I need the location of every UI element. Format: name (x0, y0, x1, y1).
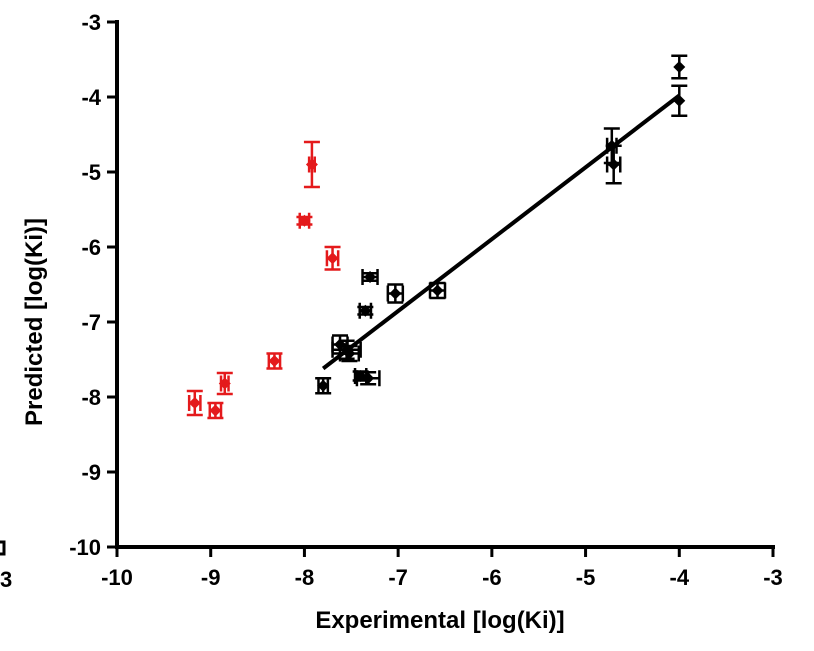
data-point (296, 212, 313, 229)
y-tick-label: -7 (81, 310, 101, 335)
diamond-marker (359, 304, 372, 317)
data-point (207, 401, 224, 420)
data-point (315, 377, 332, 395)
y-tick-label: -4 (81, 85, 101, 110)
data-point (605, 144, 622, 185)
diamond-marker (218, 377, 231, 390)
x-tick-label: -5 (576, 565, 596, 590)
diamond-marker (431, 284, 444, 297)
diamond-marker (188, 397, 201, 409)
diamond-marker (268, 355, 281, 367)
clipped-edge-text: 3 (0, 567, 12, 592)
y-tick-label: -3 (81, 10, 101, 35)
regression-line (321, 93, 681, 371)
data-point (216, 371, 233, 396)
y-tick-label: -8 (81, 385, 101, 410)
diamond-marker (607, 158, 620, 171)
diamond-marker (298, 214, 311, 227)
diamond-marker (326, 252, 339, 265)
tick-labels: -10 -9 -8 -7 -6 -5 -4 -3 -10 -9 -8 -7 -6 -5 -4 -3 (69, 10, 783, 590)
diamond-marker (209, 404, 222, 417)
x-axis-label: Experimental [log(Ki)] (315, 607, 564, 634)
diamond-marker (364, 271, 377, 283)
diamond-marker (673, 61, 686, 73)
data-point (386, 283, 405, 304)
series-2 (186, 140, 341, 420)
y-tick-label: -10 (69, 535, 101, 560)
data-points (186, 54, 688, 420)
x-tick-label: -6 (482, 565, 502, 590)
data-point (186, 389, 203, 417)
data-point (361, 269, 379, 285)
clipped-edge-mark: 3 (0, 540, 12, 592)
x-tick-label: -8 (295, 565, 315, 590)
y-axis-label: Predicted [log(Ki)] (21, 218, 48, 426)
tick-marks (107, 20, 775, 557)
data-point (671, 54, 688, 80)
y-tick-label: -5 (81, 160, 101, 185)
data-point (671, 84, 688, 117)
regression-line-group (321, 93, 681, 371)
axes (115, 20, 775, 549)
data-point (303, 140, 320, 189)
diamond-marker (343, 347, 356, 360)
x-tick-label: -3 (763, 565, 783, 590)
series-1 (315, 54, 688, 395)
x-tick-label: -7 (388, 565, 408, 590)
diamond-marker (354, 370, 367, 382)
diamond-marker (389, 287, 402, 300)
data-point (428, 281, 447, 300)
data-point (324, 245, 341, 271)
data-point (352, 368, 369, 384)
data-point (338, 344, 361, 363)
diamond-marker (673, 94, 686, 107)
x-tick-label: -4 (670, 565, 690, 590)
diamond-marker (305, 158, 318, 171)
y-tick-label: -6 (81, 235, 101, 260)
x-tick-label: -10 (101, 565, 133, 590)
diamond-marker (317, 379, 330, 392)
data-point (266, 352, 283, 370)
data-point (357, 302, 374, 319)
x-tick-label: -9 (201, 565, 221, 590)
y-tick-label: -9 (81, 460, 101, 485)
